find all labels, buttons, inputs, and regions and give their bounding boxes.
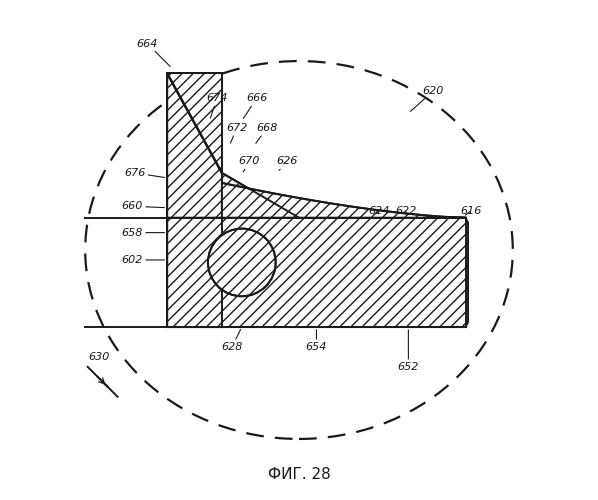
Polygon shape bbox=[167, 218, 468, 327]
Polygon shape bbox=[222, 173, 299, 218]
Text: ФИГ. 28: ФИГ. 28 bbox=[268, 467, 330, 482]
Text: 664: 664 bbox=[137, 38, 170, 66]
Text: 676: 676 bbox=[124, 168, 164, 178]
Polygon shape bbox=[167, 74, 222, 327]
Polygon shape bbox=[167, 74, 222, 173]
Text: 660: 660 bbox=[122, 201, 164, 211]
Text: 628: 628 bbox=[221, 330, 243, 352]
Text: 620: 620 bbox=[410, 86, 444, 112]
Text: 666: 666 bbox=[243, 94, 267, 118]
Circle shape bbox=[208, 228, 276, 296]
Polygon shape bbox=[222, 183, 466, 218]
Text: 654: 654 bbox=[306, 330, 327, 352]
Text: 616: 616 bbox=[460, 206, 481, 216]
Text: 602: 602 bbox=[122, 255, 164, 265]
Text: 624: 624 bbox=[368, 206, 389, 216]
Text: 670: 670 bbox=[239, 156, 260, 172]
Text: 674: 674 bbox=[206, 94, 228, 118]
Text: 630: 630 bbox=[89, 352, 110, 362]
Text: 658: 658 bbox=[122, 228, 164, 237]
Text: 668: 668 bbox=[256, 123, 277, 144]
Text: 626: 626 bbox=[276, 156, 297, 170]
Text: 652: 652 bbox=[398, 330, 419, 372]
Text: 672: 672 bbox=[226, 123, 248, 143]
Text: 622: 622 bbox=[395, 206, 417, 216]
